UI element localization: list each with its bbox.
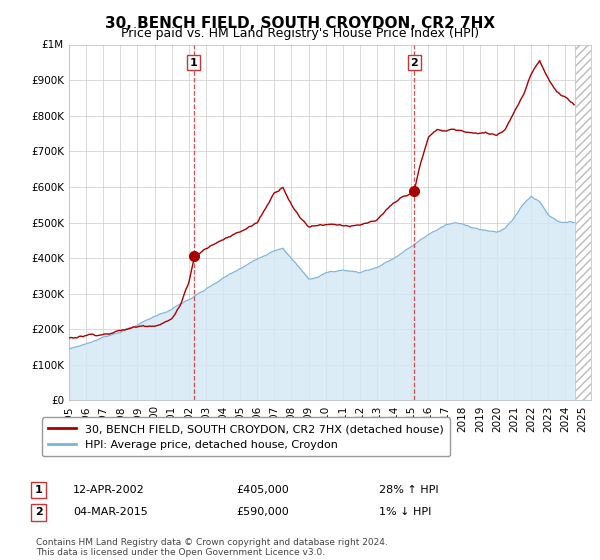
Text: 1% ↓ HPI: 1% ↓ HPI [379, 507, 431, 517]
Text: £1M: £1M [41, 40, 64, 50]
Bar [575, 45, 591, 400]
Text: 04-MAR-2015: 04-MAR-2015 [73, 507, 148, 517]
Text: 1: 1 [35, 485, 43, 495]
Text: 2: 2 [35, 507, 43, 517]
Text: Price paid vs. HM Land Registry's House Price Index (HPI): Price paid vs. HM Land Registry's House … [121, 27, 479, 40]
Text: 12-APR-2002: 12-APR-2002 [73, 485, 145, 495]
Text: £590,000: £590,000 [236, 507, 289, 517]
Legend: 30, BENCH FIELD, SOUTH CROYDON, CR2 7HX (detached house), HPI: Average price, de: 30, BENCH FIELD, SOUTH CROYDON, CR2 7HX … [41, 417, 451, 456]
Text: 28% ↑ HPI: 28% ↑ HPI [379, 485, 439, 495]
Bar [575, 45, 591, 400]
Text: £405,000: £405,000 [236, 485, 289, 495]
Text: 2: 2 [410, 58, 418, 68]
Text: 30, BENCH FIELD, SOUTH CROYDON, CR2 7HX: 30, BENCH FIELD, SOUTH CROYDON, CR2 7HX [105, 16, 495, 31]
Text: 1: 1 [190, 58, 197, 68]
Text: Contains HM Land Registry data © Crown copyright and database right 2024.
This d: Contains HM Land Registry data © Crown c… [36, 538, 388, 557]
